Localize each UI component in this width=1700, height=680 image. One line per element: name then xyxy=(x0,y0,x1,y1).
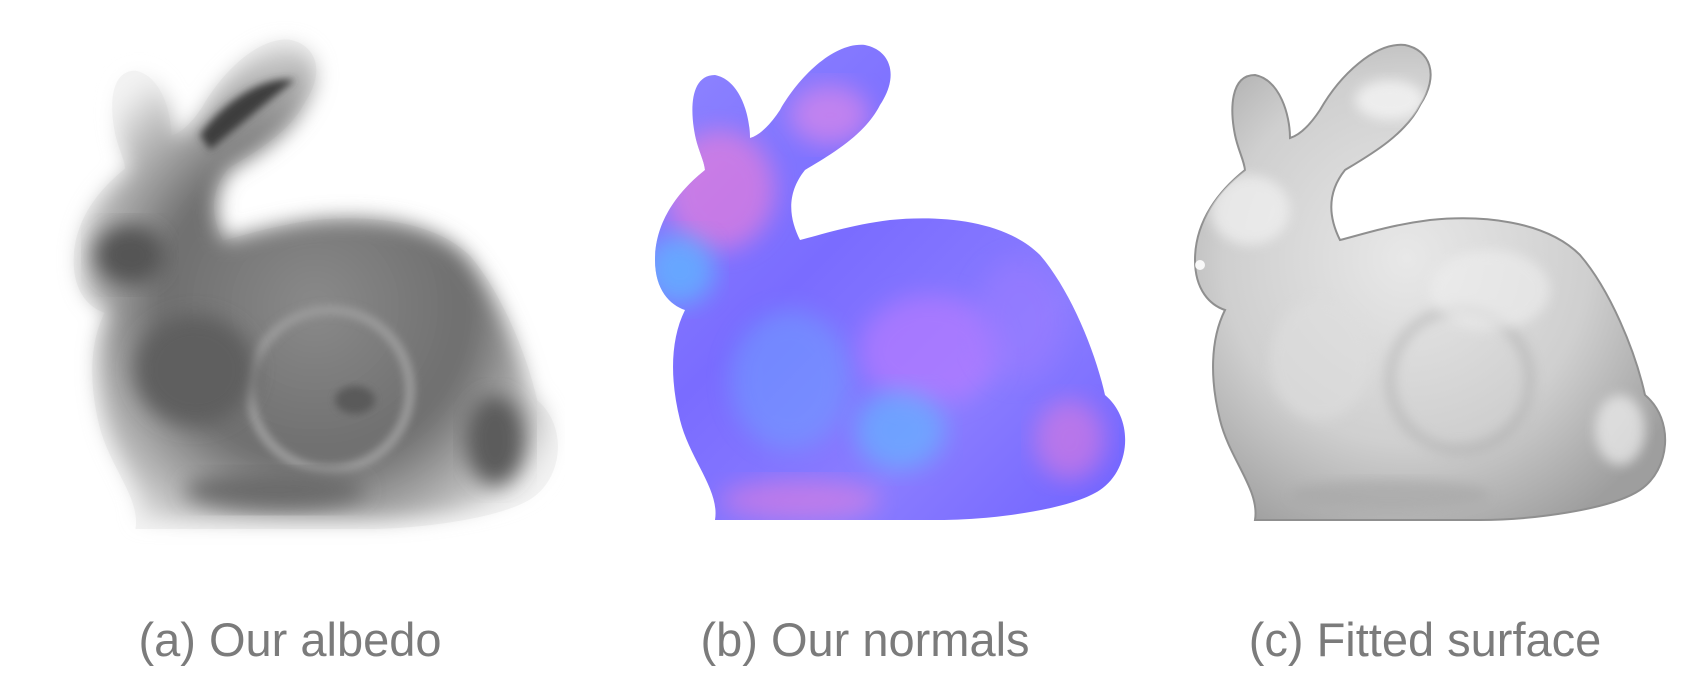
caption-normals: (b) Our normals xyxy=(700,613,1030,666)
caption-fitted-surface: (c) Fitted surface xyxy=(1248,613,1602,666)
mesh-svg xyxy=(1194,43,1667,521)
normals-svg xyxy=(655,44,1126,520)
albedo-svg xyxy=(73,39,558,530)
bunny-normal-map-image xyxy=(600,20,1140,560)
caption-albedo: (a) Our albedo xyxy=(138,613,442,666)
bunny-albedo-image xyxy=(25,20,565,560)
bunny-mesh-image xyxy=(1140,20,1680,560)
